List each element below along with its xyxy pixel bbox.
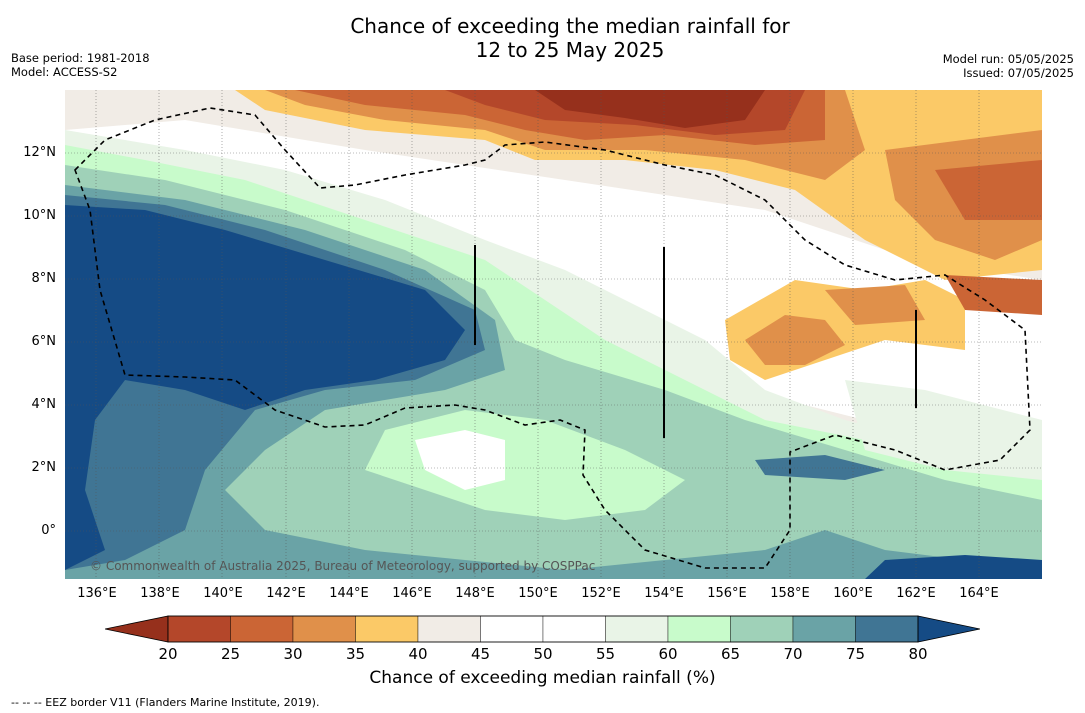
lon-label: 154°E [644,586,684,601]
eez-border [74,107,1031,569]
colorbar-tick-label: 55 [595,645,616,663]
copyright-notice: © Commonwealth of Australia 2025, Bureau… [90,559,596,573]
lon-label: 164°E [959,586,999,601]
lon-label: 136°E [77,586,117,601]
lon-label: 138°E [140,586,180,601]
lon-label: 148°E [455,586,495,601]
map-canvas [65,90,1042,579]
eez-legend: -- -- -- EEZ border V11 (Flanders Marine… [11,696,320,709]
colorbar-tick-label: 20 [158,645,178,663]
colorbar-cell [855,615,919,643]
issued-date: Issued: 07/05/2025 [963,66,1074,80]
colorbar-tick-label: 35 [345,645,366,663]
run-info: Model run: 05/05/2025 Issued: 07/05/2025 [943,52,1074,80]
colorbar-cell [355,615,419,643]
rainfall-map [65,90,1042,579]
colorbar-cell [667,615,731,643]
colorbar-cell [605,615,669,643]
colorbar-cell [230,615,294,643]
title-line-2: 12 to 25 May 2025 [475,38,665,62]
colorbar-cell [792,615,856,643]
lon-label: 158°E [770,586,810,601]
lon-label: 160°E [833,586,873,601]
colorbar-tick-label: 70 [783,645,803,663]
colorbar-title: Chance of exceeding median rainfall (%) [369,668,716,688]
colorbar-tick-label: 60 [658,645,678,663]
map-title: Chance of exceeding the median rainfall … [0,14,1085,62]
colorbar-extend-high [917,615,980,643]
title-line-1: Chance of exceeding the median rainfall … [350,14,790,38]
colorbar-tick-label: 50 [533,645,553,663]
model-info: Base period: 1981-2018 Model: ACCESS-S2 [11,51,150,79]
lat-label: 10°N [23,208,56,223]
colorbar-tick-label: 75 [845,645,866,663]
colorbar-cell [167,615,231,643]
lat-label: 12°N [23,145,56,160]
lat-label: 2°N [31,460,57,475]
lon-label: 152°E [581,586,621,601]
colorbar-tick-label: 45 [470,645,491,663]
lat-label: 8°N [31,271,57,286]
colorbar-tick-label: 30 [283,645,303,663]
model-run: Model run: 05/05/2025 [942,52,1074,66]
colorbar-tick-label: 80 [908,645,928,663]
colorbar-tick-label: 25 [220,645,241,663]
lon-label: 140°E [203,586,243,601]
base-period: Base period: 1981-2018 [11,51,150,65]
colorbar-tick-label: 40 [408,645,428,663]
lon-label: 150°E [518,586,558,601]
lon-label: 142°E [266,586,306,601]
lon-label: 144°E [329,586,369,601]
colorbar-cell [417,615,481,643]
lon-label: 162°E [896,586,936,601]
colorbar-tick-label: 65 [720,645,741,663]
colorbar-cell [480,615,544,643]
colorbar-extend-low [105,615,169,643]
lon-label: 146°E [392,586,432,601]
colorbar-cell [542,615,606,643]
model-name: Model: ACCESS-S2 [11,65,118,79]
lat-label: 0° [41,523,56,538]
lat-label: 6°N [31,334,57,349]
lat-label: 4°N [31,397,57,412]
colorbar-cell [730,615,794,643]
lon-label: 156°E [707,586,747,601]
colorbar-cell [292,615,356,643]
colorbar [105,615,980,643]
